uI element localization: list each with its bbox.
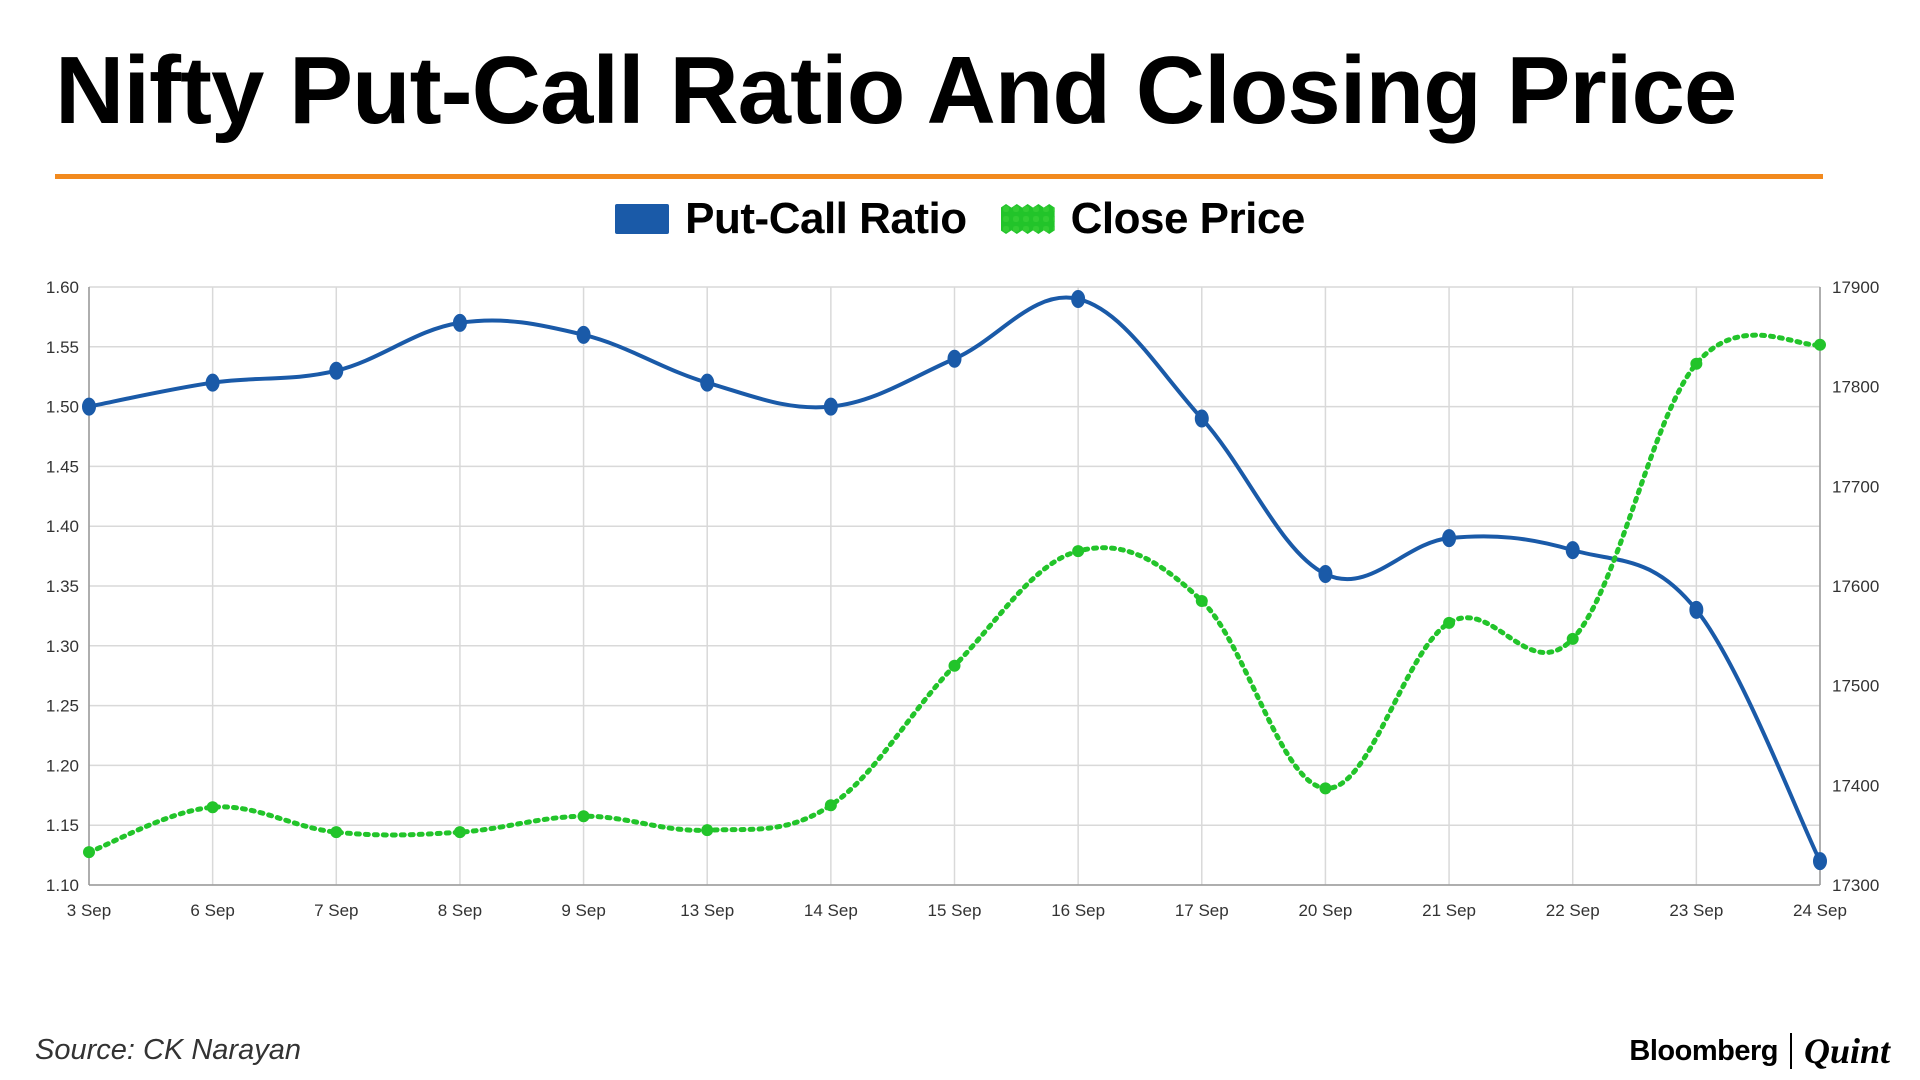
x-tick-label: 13 Sep: [680, 901, 734, 920]
y-left-tick-label: 1.35: [46, 577, 79, 596]
data-point-put-call: [329, 361, 344, 380]
data-point-close-price: [1814, 338, 1826, 351]
legend-swatch-put-call: [615, 204, 670, 234]
data-point-put-call: [1442, 529, 1457, 548]
data-point-close-price: [948, 659, 961, 672]
legend-item-close-price: Close Price: [1000, 194, 1306, 244]
data-point-close-price: [1319, 782, 1332, 795]
y-left-tick-label: 1.40: [46, 517, 79, 536]
data-point-put-call: [576, 325, 591, 344]
x-tick-label: 7 Sep: [314, 901, 358, 920]
data-point-close-price: [453, 826, 466, 839]
data-point-put-call: [1194, 409, 1209, 428]
chart-legend: Put-Call Ratio Close Price: [0, 194, 1920, 244]
y-left-tick-label: 1.55: [46, 338, 79, 357]
data-point-put-call: [1565, 541, 1580, 560]
x-tick-label: 17 Sep: [1175, 901, 1229, 920]
y-right-tick-label: 17800: [1832, 378, 1879, 397]
x-tick-label: 3 Sep: [67, 901, 111, 920]
x-tick-label: 8 Sep: [438, 901, 482, 920]
legend-label-put-call: Put-Call Ratio: [685, 194, 967, 243]
x-tick-label: 23 Sep: [1669, 901, 1723, 920]
x-tick-label: 24 Sep: [1793, 901, 1847, 920]
y-right-tick-label: 17500: [1832, 677, 1879, 696]
x-tick-label: 9 Sep: [561, 901, 605, 920]
y-right-tick-label: 17700: [1832, 477, 1879, 496]
y-right-tick-label: 17900: [1832, 278, 1879, 297]
x-tick-label: 14 Sep: [804, 901, 858, 920]
source-note: Source: CK Narayan: [35, 1034, 301, 1066]
data-point-put-call: [82, 397, 96, 416]
chart-title: Nifty Put-Call Ratio And Closing Price: [55, 37, 1737, 144]
x-tick-label: 6 Sep: [190, 901, 234, 920]
y-left-tick-label: 1.20: [46, 756, 79, 775]
y-left-tick-label: 1.50: [46, 398, 79, 417]
y-right-tick-label: 17400: [1832, 776, 1879, 795]
data-point-close-price: [206, 801, 219, 814]
data-point-put-call: [823, 397, 838, 416]
legend-item-put-call: Put-Call Ratio: [615, 194, 967, 244]
data-point-close-price: [330, 826, 343, 839]
data-point-put-call: [452, 313, 467, 332]
y-right-tick-label: 17300: [1832, 876, 1879, 895]
data-point-put-call: [205, 373, 220, 392]
data-point-put-call: [700, 373, 715, 392]
brand-bloomberg: Bloomberg: [1629, 1034, 1778, 1067]
data-point-close-price: [1690, 357, 1703, 370]
x-tick-label: 15 Sep: [928, 901, 982, 920]
y-left-tick-label: 1.10: [46, 876, 79, 895]
brand-separator: [1789, 1033, 1792, 1069]
y-left-tick-label: 1.30: [46, 637, 79, 656]
y-left-tick-label: 1.25: [46, 697, 79, 716]
data-point-put-call: [1071, 289, 1086, 308]
brand-logo: Bloomberg Quint: [1629, 1030, 1890, 1072]
y-left-tick-label: 1.60: [46, 278, 79, 297]
data-point-close-price: [1195, 594, 1208, 607]
data-point-close-price: [1566, 632, 1579, 645]
brand-quint: Quint: [1803, 1031, 1890, 1071]
data-point-close-price: [1072, 545, 1085, 558]
legend-swatch-close-price: [1000, 204, 1055, 234]
data-point-put-call: [1318, 565, 1333, 584]
data-point-close-price: [577, 810, 590, 823]
y-right-tick-label: 17600: [1832, 577, 1879, 596]
x-tick-label: 20 Sep: [1298, 901, 1352, 920]
x-tick-label: 22 Sep: [1546, 901, 1600, 920]
data-point-close-price: [83, 846, 95, 859]
y-left-tick-label: 1.15: [46, 816, 79, 835]
data-point-put-call: [1689, 600, 1704, 619]
data-point-put-call: [1813, 852, 1827, 871]
title-divider: [55, 174, 1823, 179]
data-point-put-call: [947, 349, 962, 368]
data-point-close-price: [1443, 616, 1456, 629]
data-point-close-price: [701, 824, 714, 837]
x-tick-label: 16 Sep: [1051, 901, 1105, 920]
y-left-tick-label: 1.45: [46, 457, 79, 476]
data-point-close-price: [824, 799, 837, 812]
legend-label-close-price: Close Price: [1070, 194, 1306, 243]
x-tick-label: 21 Sep: [1422, 901, 1476, 920]
